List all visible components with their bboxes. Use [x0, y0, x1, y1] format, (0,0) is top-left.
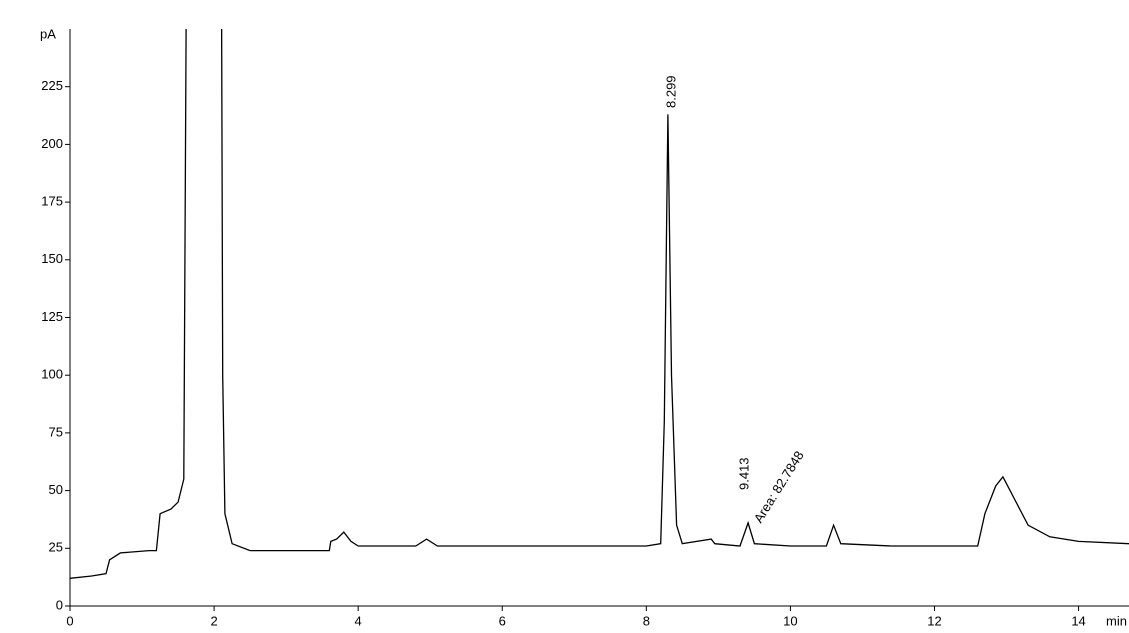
- x-tick-label: 2: [210, 613, 217, 628]
- y-tick-label: 125: [41, 309, 63, 324]
- y-tick-label: 200: [41, 136, 63, 151]
- x-tick-label: 8: [643, 613, 650, 628]
- peak-annotation: 9.413: [736, 457, 751, 490]
- y-tick-label: 50: [49, 482, 63, 497]
- y-tick-label: 100: [41, 367, 63, 382]
- y-tick-label: 75: [49, 424, 63, 439]
- x-tick-label: 10: [783, 613, 797, 628]
- y-tick-label: 150: [41, 251, 63, 266]
- x-tick-label: 6: [499, 613, 506, 628]
- trace-line: [70, 29, 1129, 579]
- x-tick-label: 0: [66, 613, 73, 628]
- peak-annotation: 8.299: [663, 75, 678, 108]
- y-axis-label: pA: [40, 26, 56, 41]
- y-tick-label: 225: [41, 78, 63, 93]
- x-tick-label: 14: [1071, 613, 1085, 628]
- x-tick-label: 12: [927, 613, 941, 628]
- y-tick-label: 0: [56, 597, 63, 612]
- peak-annotation: Area: 82.7848: [751, 448, 807, 525]
- x-axis-label: min: [1106, 613, 1127, 628]
- x-tick-label: 4: [355, 613, 362, 628]
- y-tick-label: 175: [41, 194, 63, 209]
- y-tick-label: 25: [49, 540, 63, 555]
